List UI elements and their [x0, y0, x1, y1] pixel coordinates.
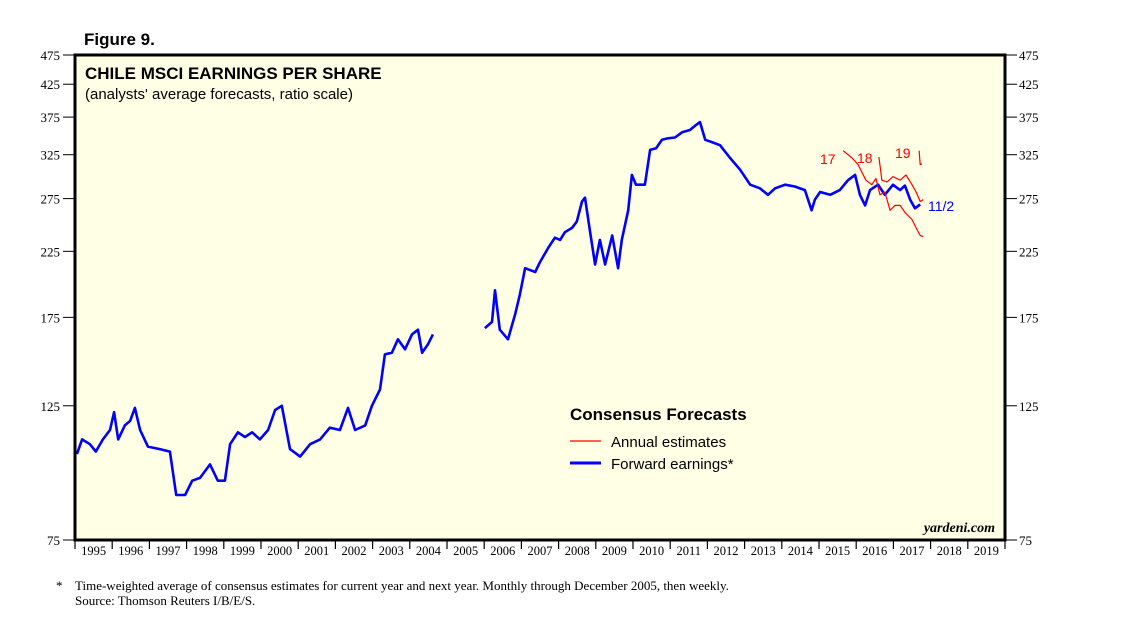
y-tick-label-right: 325: [1019, 148, 1039, 163]
x-tick-label: 1995: [81, 544, 106, 558]
legend-title: Consensus Forecasts: [570, 405, 747, 424]
x-tick-label: 2008: [565, 544, 590, 558]
x-tick-label: 2015: [825, 544, 850, 558]
y-tick-label-right: 475: [1019, 48, 1039, 63]
y-tick-label-left: 275: [41, 192, 61, 207]
figure-label: Figure 9.: [84, 30, 155, 49]
x-tick-label: 1999: [230, 544, 255, 558]
chart-subtitle: (analysts' average forecasts, ratio scal…: [85, 86, 353, 103]
x-tick-label: 2012: [714, 544, 739, 558]
y-tick-label-left: 475: [41, 48, 61, 63]
x-tick-label: 2007: [528, 544, 553, 558]
x-tick-label: 1996: [118, 544, 143, 558]
x-tick-label: 2002: [342, 544, 367, 558]
x-tick-label: 2006: [490, 544, 515, 558]
x-tick-label: 2010: [639, 544, 664, 558]
y-tick-label-left: 175: [41, 310, 61, 325]
legend-label-annual: Annual estimates: [611, 434, 726, 451]
y-tick-label-left: 325: [41, 148, 61, 163]
x-tick-label: 2016: [862, 544, 887, 558]
x-tick-label: 2003: [379, 544, 404, 558]
x-tick-label: 2001: [304, 544, 329, 558]
y-tick-label-right: 225: [1019, 244, 1039, 259]
x-tick-label: 2017: [900, 544, 925, 558]
y-tick-label-right: 275: [1019, 192, 1039, 207]
series-forward-earnings: [75, 120, 921, 497]
label-19: 19: [895, 145, 911, 161]
y-tick-label-right: 425: [1019, 77, 1039, 92]
x-tick-label: 2014: [788, 544, 814, 558]
x-tick-label: 2013: [751, 544, 776, 558]
y-tick-label-left: 375: [41, 110, 61, 125]
x-tick-label: 2000: [267, 544, 292, 558]
y-tick-label-right: 125: [1019, 399, 1039, 414]
x-tick-label: 2018: [937, 544, 962, 558]
x-tick-label: 2011: [677, 544, 702, 558]
y-tick-label-left: 425: [41, 77, 61, 92]
x-tick-label: 2004: [416, 544, 442, 558]
y-tick-label-left: 125: [41, 399, 61, 414]
label-18: 18: [857, 150, 873, 166]
x-tick-label: 2005: [453, 544, 478, 558]
series-annual-19: [918, 150, 923, 166]
chart-title: CHILE MSCI EARNINGS PER SHARE: [85, 64, 382, 83]
legend-label-forward: Forward earnings*: [611, 456, 734, 473]
x-tick-label: 2009: [602, 544, 627, 558]
y-tick-label-left: 225: [41, 244, 61, 259]
x-tick-label: 2019: [974, 544, 999, 558]
y-tick-label-right: 175: [1019, 310, 1039, 325]
x-tick-label: 1998: [193, 544, 218, 558]
plot-area: [75, 55, 1005, 540]
series-annual-17: [842, 150, 924, 238]
y-tick-label-right: 375: [1019, 110, 1039, 125]
y-tick-label-right: 75: [1019, 533, 1032, 548]
footnote-line2: Source: Thomson Reuters I/B/E/S.: [75, 593, 256, 608]
series-annual-18: [878, 157, 924, 203]
label-17: 17: [820, 151, 836, 167]
footnote-star: *: [56, 578, 63, 593]
x-tick-label: 1997: [156, 544, 181, 558]
watermark: yardeni.com: [922, 521, 995, 536]
y-tick-label-left: 75: [47, 533, 60, 548]
label-latest: 11/2: [928, 198, 954, 214]
plot-border: [73, 53, 1007, 542]
footnote-line1: Time-weighted average of consensus estim…: [75, 578, 729, 593]
